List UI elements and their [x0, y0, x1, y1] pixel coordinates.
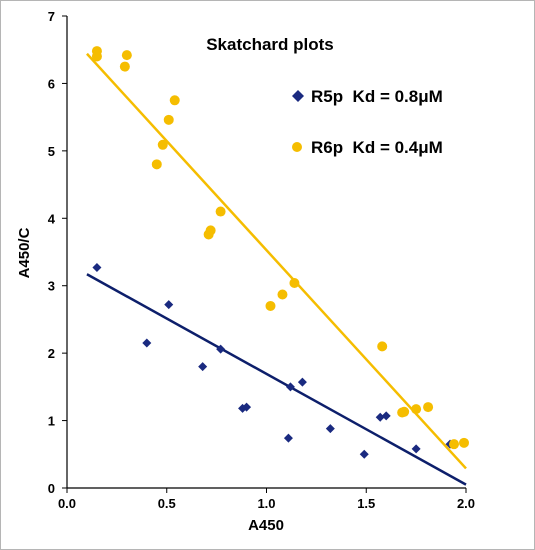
- y-tick-label: 2: [48, 346, 55, 361]
- data-point-series-1: [163, 114, 174, 125]
- y-tick-label: 7: [48, 9, 55, 24]
- data-point-series-0: [359, 449, 369, 459]
- data-point-series-1: [215, 206, 226, 217]
- x-tick-label: 0.5: [158, 496, 176, 511]
- trendline-series-1: [86, 52, 467, 470]
- legend-label-r5p: R5p Kd = 0.8μM: [311, 87, 443, 106]
- x-tick-label: 1.5: [357, 496, 375, 511]
- data-point-series-0: [325, 424, 335, 434]
- legend-label-r6p: R6p Kd = 0.4μM: [311, 138, 443, 157]
- x-tick-label: 0.0: [58, 496, 76, 511]
- chart-title: Skatchard plots: [206, 35, 334, 54]
- data-point-series-1: [289, 278, 300, 289]
- data-point-series-1: [169, 95, 180, 106]
- legend: R5p Kd = 0.8μM R6p Kd = 0.4μM: [292, 87, 443, 157]
- data-point-series-1: [277, 289, 288, 300]
- data-point-series-0: [164, 300, 174, 310]
- data-point-series-1: [151, 159, 162, 170]
- data-point-series-0: [242, 402, 252, 412]
- data-point-series-1: [265, 300, 276, 311]
- x-axis-label: A450: [248, 517, 284, 534]
- trendlines: [86, 52, 467, 486]
- legend-marker-r6p: [292, 142, 302, 152]
- data-point-series-0: [142, 338, 152, 348]
- x-tick-label: 2.0: [457, 496, 475, 511]
- ticks: 0.0 0.5 1.0 1.5 2.0 0 1 2 3 4 5 6 7: [48, 9, 475, 511]
- data-point-series-0: [375, 412, 385, 422]
- data-point-series-1: [459, 437, 470, 448]
- data-point-series-1: [449, 439, 460, 450]
- legend-item-r5p: R5p Kd = 0.8μM: [292, 87, 443, 106]
- y-tick-label: 1: [48, 414, 55, 429]
- data-point-series-1: [423, 402, 434, 413]
- data-point-series-0: [381, 411, 391, 421]
- data-point-series-1: [157, 139, 168, 150]
- data-point-series-0: [198, 362, 208, 372]
- data-point-series-1: [411, 404, 422, 415]
- data-point-series-1: [377, 341, 388, 352]
- legend-item-r6p: R6p Kd = 0.4μM: [292, 138, 443, 157]
- y-tick-label: 4: [48, 211, 56, 226]
- y-tick-label: 0: [48, 481, 55, 496]
- data-point-series-1: [399, 406, 410, 417]
- data-point-series-0: [297, 377, 307, 387]
- data-point-series-0: [216, 344, 226, 354]
- trendline-series-0: [86, 273, 467, 486]
- data-point-series-0: [283, 433, 293, 443]
- y-tick-label: 3: [48, 279, 55, 294]
- x-tick-label: 1.0: [257, 496, 275, 511]
- data-point-series-0: [411, 444, 421, 454]
- legend-marker-r5p: [292, 90, 304, 102]
- data-point-series-0: [285, 382, 295, 392]
- data-point-series-1: [119, 61, 130, 72]
- data-point-series-0: [92, 263, 102, 273]
- data-points: [91, 46, 470, 459]
- data-point-series-1: [205, 225, 216, 236]
- data-point-series-1: [91, 46, 102, 57]
- data-point-series-1: [121, 50, 132, 61]
- y-tick-label: 5: [48, 144, 55, 159]
- y-axis-label: A450/C: [16, 227, 33, 278]
- y-tick-label: 6: [48, 76, 55, 91]
